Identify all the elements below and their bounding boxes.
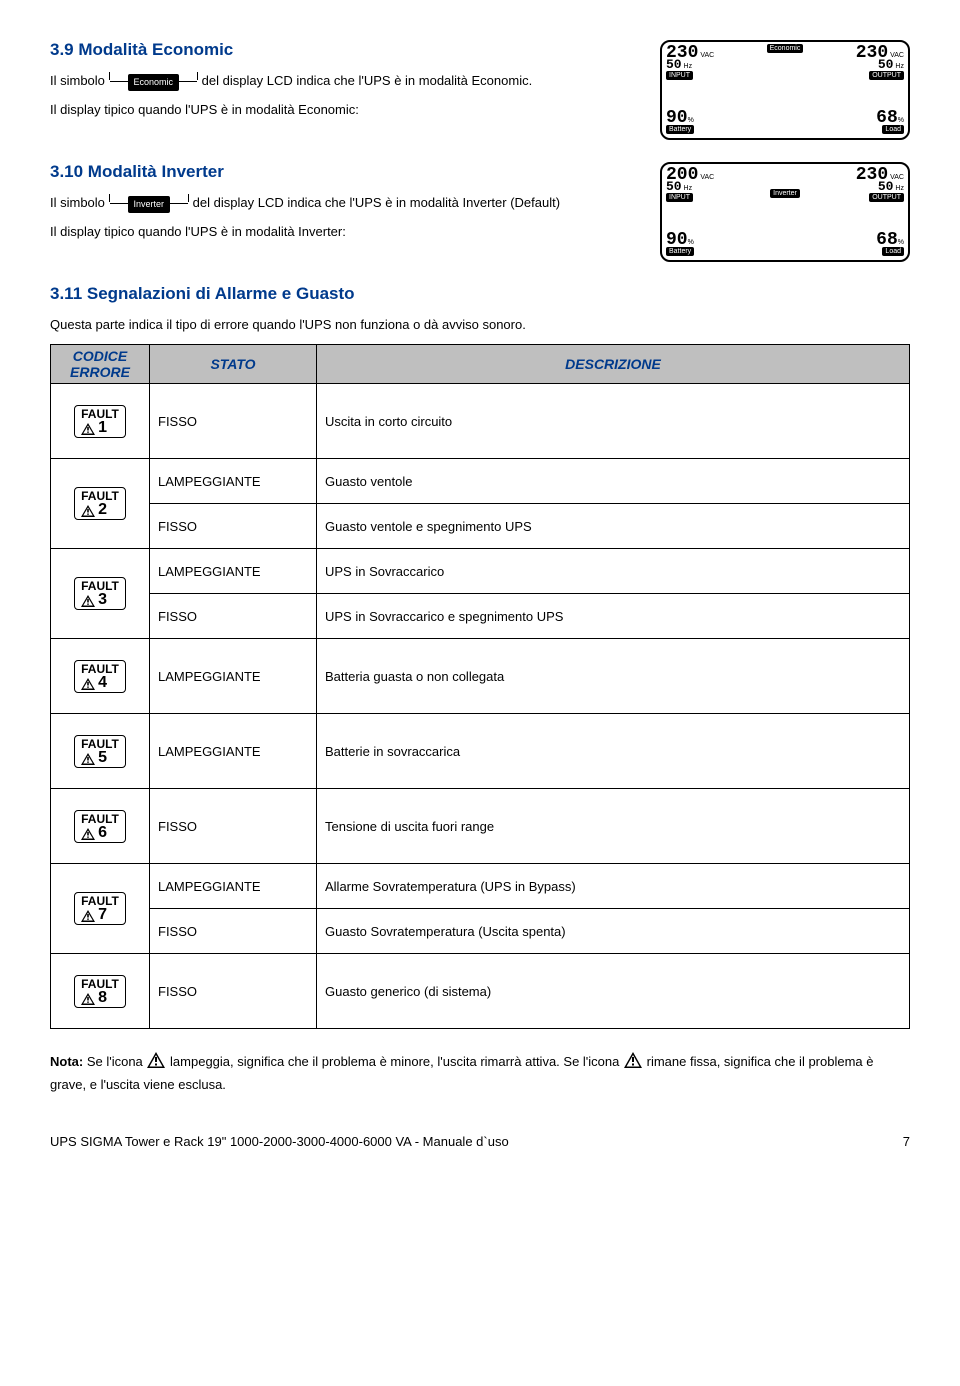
cell-desc: Allarme Sovratemperatura (UPS in Bypass): [317, 864, 910, 909]
text: Il simbolo: [50, 73, 109, 88]
cell-stato: FISSO: [150, 954, 317, 1029]
chip-load: Load: [882, 125, 904, 134]
chip-load: Load: [882, 247, 904, 256]
text: del display LCD indica che l'UPS è in mo…: [202, 73, 533, 88]
chip-battery: Battery: [666, 247, 694, 256]
table-row: FISSOUPS in Sovraccarico e spegnimento U…: [51, 594, 910, 639]
error-table: CODICE ERRORE STATO DESCRIZIONE FAULT1 FI…: [50, 344, 910, 1029]
heading-inverter: 3.10 Modalità Inverter: [50, 162, 640, 182]
chip-battery: Battery: [666, 125, 694, 134]
chip-input: INPUT: [666, 193, 693, 202]
cell-stato: LAMPEGGIANTE: [150, 459, 317, 504]
fault-icon: FAULT7: [74, 892, 126, 925]
table-row: FAULT7LAMPEGGIANTEAllarme Sovratemperatu…: [51, 864, 910, 909]
cell-stato: LAMPEGGIANTE: [150, 549, 317, 594]
fault-icon: FAULT3: [74, 577, 126, 610]
p-economic-2: Il display tipico quando l'UPS è in moda…: [50, 101, 640, 119]
symbol-inverter-inline: Inverter: [109, 194, 190, 213]
cell-desc: UPS in Sovraccarico e spegnimento UPS: [317, 594, 910, 639]
cell-code: FAULT8: [51, 954, 150, 1029]
lcd-mode-chip: Economic: [767, 44, 804, 53]
cell-code: FAULT2: [51, 459, 150, 549]
section-inverter: 3.10 Modalità Inverter Il simbolo Invert…: [50, 162, 910, 262]
th-desc: DESCRIZIONE: [317, 345, 910, 384]
footer-right: 7: [903, 1134, 910, 1149]
lcd-inverter: 200 VAC 50 Hz INPUT Inverter 230 VAC 50 …: [660, 162, 910, 262]
section-alarm: 3.11 Segnalazioni di Allarme e Guasto Qu…: [50, 284, 910, 1029]
cell-code: FAULT6: [51, 789, 150, 864]
cell-desc: Batteria guasta o non collegata: [317, 639, 910, 714]
cell-code: FAULT4: [51, 639, 150, 714]
cell-code: FAULT3: [51, 549, 150, 639]
table-row: FAULT6 FISSOTensione di uscita fuori rang…: [51, 789, 910, 864]
fault-icon: FAULT2: [74, 487, 126, 520]
fault-icon: FAULT8: [74, 975, 126, 1008]
cell-code: FAULT1: [51, 384, 150, 459]
table-row: FAULT5 LAMPEGGIANTEBatterie in sovraccari…: [51, 714, 910, 789]
p-economic-1: Il simbolo Economic del display LCD indi…: [50, 72, 640, 91]
cell-stato: FISSO: [150, 594, 317, 639]
cell-stato: FISSO: [150, 384, 317, 459]
cell-desc: Guasto generico (di sistema): [317, 954, 910, 1029]
section-economic: 3.9 Modalità Economic Il simbolo Economi…: [50, 40, 910, 140]
label: Economic: [128, 74, 180, 91]
lcd-economic: 230 VAC 50 Hz INPUT Economic 230 VAC 50 …: [660, 40, 910, 140]
chip-output: OUTPUT: [869, 193, 904, 202]
cell-stato: LAMPEGGIANTE: [150, 714, 317, 789]
cell-desc: UPS in Sovraccarico: [317, 549, 910, 594]
cell-desc: Guasto ventole: [317, 459, 910, 504]
cell-code: FAULT5: [51, 714, 150, 789]
fault-icon: FAULT4: [74, 660, 126, 693]
table-row: FAULT3LAMPEGGIANTEUPS in Sovraccarico: [51, 549, 910, 594]
cell-code: FAULT7: [51, 864, 150, 954]
footer-left: UPS SIGMA Tower e Rack 19" 1000-2000-300…: [50, 1134, 509, 1149]
text: lampeggia, significa che il problema è m…: [170, 1054, 623, 1069]
fault-icon: FAULT5: [74, 735, 126, 768]
note: Nota: Se l'icona lampeggia, significa ch…: [50, 1051, 910, 1094]
symbol-economic-inline: Economic: [109, 72, 199, 91]
cell-desc: Batterie in sovraccarica: [317, 714, 910, 789]
p-inverter-2: Il display tipico quando l'UPS è in moda…: [50, 223, 640, 241]
heading-alarm: 3.11 Segnalazioni di Allarme e Guasto: [50, 284, 910, 304]
p-alarm-intro: Questa parte indica il tipo di errore qu…: [50, 316, 910, 334]
table-row: FAULT4 LAMPEGGIANTEBatteria guasta o non …: [51, 639, 910, 714]
cell-desc: Guasto ventole e spegnimento UPS: [317, 504, 910, 549]
cell-stato: LAMPEGGIANTE: [150, 639, 317, 714]
table-row: FISSOGuasto ventole e spegnimento UPS: [51, 504, 910, 549]
cell-stato: FISSO: [150, 789, 317, 864]
table-row: FAULT1 FISSOUscita in corto circuito: [51, 384, 910, 459]
text: Il simbolo: [50, 195, 109, 210]
fault-icon: FAULT6: [74, 810, 126, 843]
note-label: Nota:: [50, 1054, 83, 1069]
label: Inverter: [128, 196, 171, 213]
text: del display LCD indica che l'UPS è in mo…: [193, 195, 560, 210]
cell-desc: Guasto Sovratemperatura (Uscita spenta): [317, 909, 910, 954]
table-row: FAULT2LAMPEGGIANTEGuasto ventole: [51, 459, 910, 504]
th-stato: STATO: [150, 345, 317, 384]
chip-input: INPUT: [666, 71, 693, 80]
p-inverter-1: Il simbolo Inverter del display LCD indi…: [50, 194, 640, 213]
cell-desc: Tensione di uscita fuori range: [317, 789, 910, 864]
warning-icon: [623, 1051, 643, 1075]
table-row: FISSOGuasto Sovratemperatura (Uscita spe…: [51, 909, 910, 954]
text: Se l'icona: [83, 1054, 146, 1069]
cell-stato: LAMPEGGIANTE: [150, 864, 317, 909]
table-row: FAULT8 FISSOGuasto generico (di sistema): [51, 954, 910, 1029]
cell-desc: Uscita in corto circuito: [317, 384, 910, 459]
warning-icon: [146, 1051, 166, 1075]
th-code: CODICE ERRORE: [51, 345, 150, 384]
heading-economic: 3.9 Modalità Economic: [50, 40, 640, 60]
cell-stato: FISSO: [150, 504, 317, 549]
chip-output: OUTPUT: [869, 71, 904, 80]
fault-icon: FAULT1: [74, 405, 126, 438]
lcd-mode-chip: Inverter: [770, 189, 800, 198]
cell-stato: FISSO: [150, 909, 317, 954]
footer: UPS SIGMA Tower e Rack 19" 1000-2000-300…: [50, 1134, 910, 1149]
